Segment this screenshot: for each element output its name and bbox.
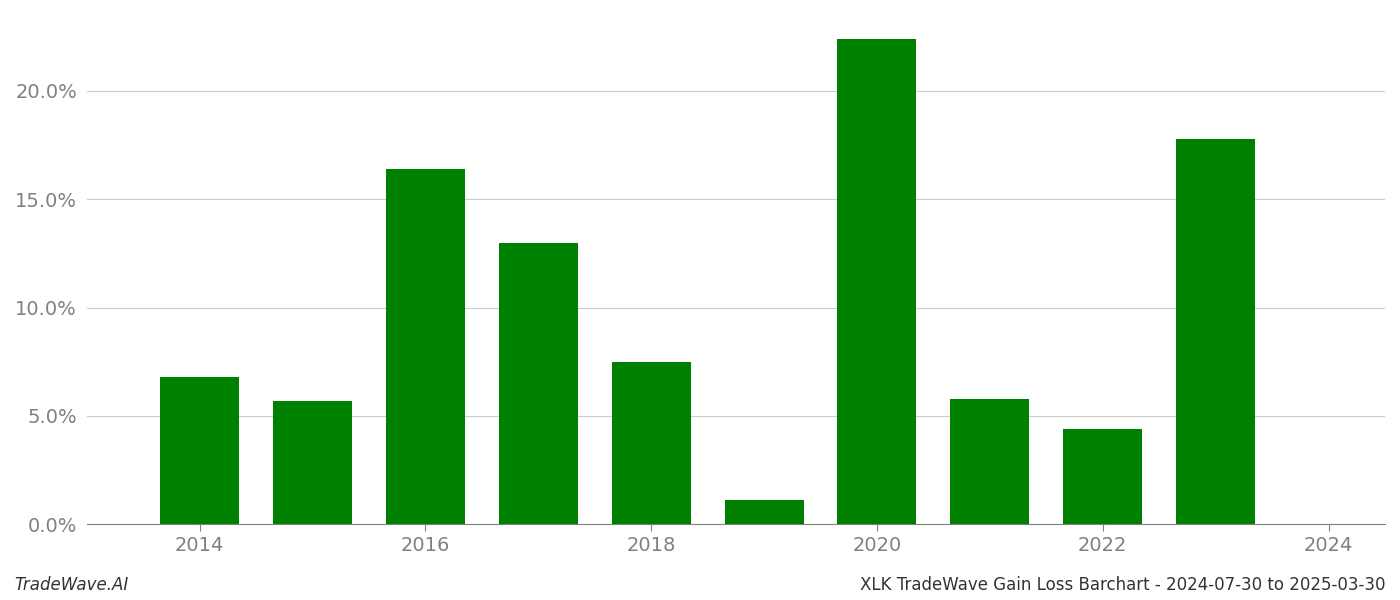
Bar bbox=[160, 377, 239, 524]
Bar bbox=[498, 242, 578, 524]
Text: XLK TradeWave Gain Loss Barchart - 2024-07-30 to 2025-03-30: XLK TradeWave Gain Loss Barchart - 2024-… bbox=[861, 576, 1386, 594]
Bar bbox=[612, 362, 690, 524]
Bar bbox=[951, 398, 1029, 524]
Text: TradeWave.AI: TradeWave.AI bbox=[14, 576, 129, 594]
Bar bbox=[1063, 429, 1142, 524]
Bar bbox=[725, 500, 804, 524]
Bar bbox=[386, 169, 465, 524]
Bar bbox=[273, 401, 351, 524]
Bar bbox=[837, 39, 917, 524]
Bar bbox=[1176, 139, 1256, 524]
